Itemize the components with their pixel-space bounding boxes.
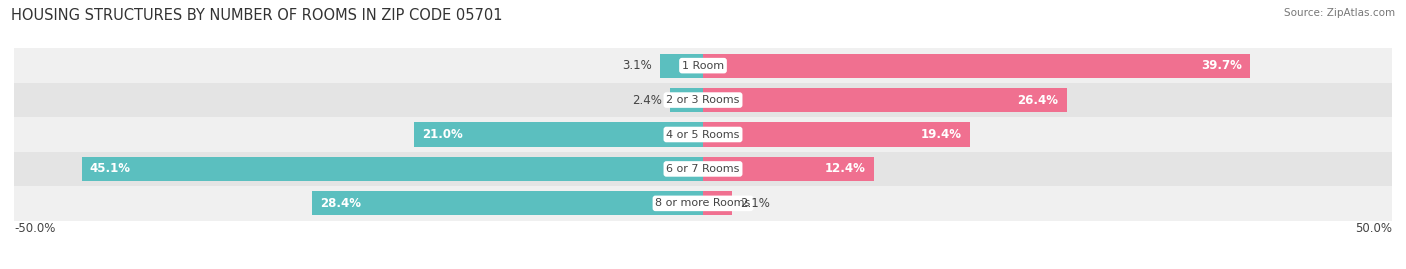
Text: 26.4%: 26.4% (1018, 94, 1059, 107)
Text: -50.0%: -50.0% (14, 222, 55, 235)
Text: 28.4%: 28.4% (321, 197, 361, 210)
Text: 1 Room: 1 Room (682, 61, 724, 71)
Text: HOUSING STRUCTURES BY NUMBER OF ROOMS IN ZIP CODE 05701: HOUSING STRUCTURES BY NUMBER OF ROOMS IN… (11, 8, 503, 23)
Bar (14, 117, 1392, 152)
Text: 39.7%: 39.7% (1201, 59, 1241, 72)
Text: 6 or 7 Rooms: 6 or 7 Rooms (666, 164, 740, 174)
Text: 50.0%: 50.0% (1355, 222, 1392, 235)
Bar (14, 186, 1392, 221)
Bar (413, 122, 703, 147)
Text: 3.1%: 3.1% (623, 59, 652, 72)
Bar (14, 152, 1392, 186)
Text: 19.4%: 19.4% (921, 128, 962, 141)
Bar (661, 54, 703, 78)
Bar (703, 191, 733, 215)
Bar (312, 191, 703, 215)
Bar (669, 88, 703, 112)
Text: 8 or more Rooms: 8 or more Rooms (655, 198, 751, 208)
Text: 45.1%: 45.1% (90, 162, 131, 175)
Text: 2.4%: 2.4% (631, 94, 662, 107)
Bar (703, 122, 970, 147)
Bar (703, 157, 875, 181)
Bar (703, 54, 1250, 78)
Bar (14, 83, 1392, 117)
Text: Source: ZipAtlas.com: Source: ZipAtlas.com (1284, 8, 1395, 18)
Text: 2 or 3 Rooms: 2 or 3 Rooms (666, 95, 740, 105)
Text: 12.4%: 12.4% (825, 162, 866, 175)
Text: 2.1%: 2.1% (740, 197, 770, 210)
Text: 21.0%: 21.0% (422, 128, 463, 141)
Bar (14, 48, 1392, 83)
Bar (703, 88, 1067, 112)
Text: 4 or 5 Rooms: 4 or 5 Rooms (666, 129, 740, 140)
Bar (82, 157, 703, 181)
